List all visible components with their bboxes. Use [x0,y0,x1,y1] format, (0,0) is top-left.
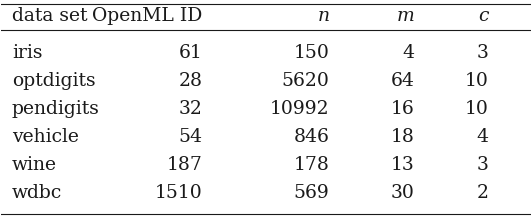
Text: 16: 16 [390,100,414,118]
Text: 3: 3 [476,156,488,174]
Text: iris: iris [12,44,43,62]
Text: 846: 846 [294,128,329,146]
Text: 18: 18 [390,128,414,146]
Text: 64: 64 [390,72,414,90]
Text: c: c [478,7,488,26]
Text: 178: 178 [294,156,329,174]
Text: 2: 2 [476,184,488,202]
Text: 10: 10 [464,72,488,90]
Text: 569: 569 [294,184,329,202]
Text: 4: 4 [402,44,414,62]
Text: optdigits: optdigits [12,72,96,90]
Text: wdbc: wdbc [12,184,62,202]
Text: 5620: 5620 [281,72,329,90]
Text: 54: 54 [179,128,203,146]
Text: 4: 4 [476,128,488,146]
Text: 10992: 10992 [270,100,329,118]
Text: m: m [396,7,414,26]
Text: n: n [318,7,329,26]
Text: 187: 187 [167,156,203,174]
Text: data set: data set [12,7,87,26]
Text: 32: 32 [179,100,203,118]
Text: 30: 30 [390,184,414,202]
Text: 13: 13 [390,156,414,174]
Text: 28: 28 [179,72,203,90]
Text: 3: 3 [476,44,488,62]
Text: OpenML ID: OpenML ID [92,7,203,26]
Text: pendigits: pendigits [12,100,100,118]
Text: vehicle: vehicle [12,128,79,146]
Text: wine: wine [12,156,57,174]
Text: 1510: 1510 [155,184,203,202]
Text: 150: 150 [294,44,329,62]
Text: 61: 61 [179,44,203,62]
Text: 10: 10 [464,100,488,118]
